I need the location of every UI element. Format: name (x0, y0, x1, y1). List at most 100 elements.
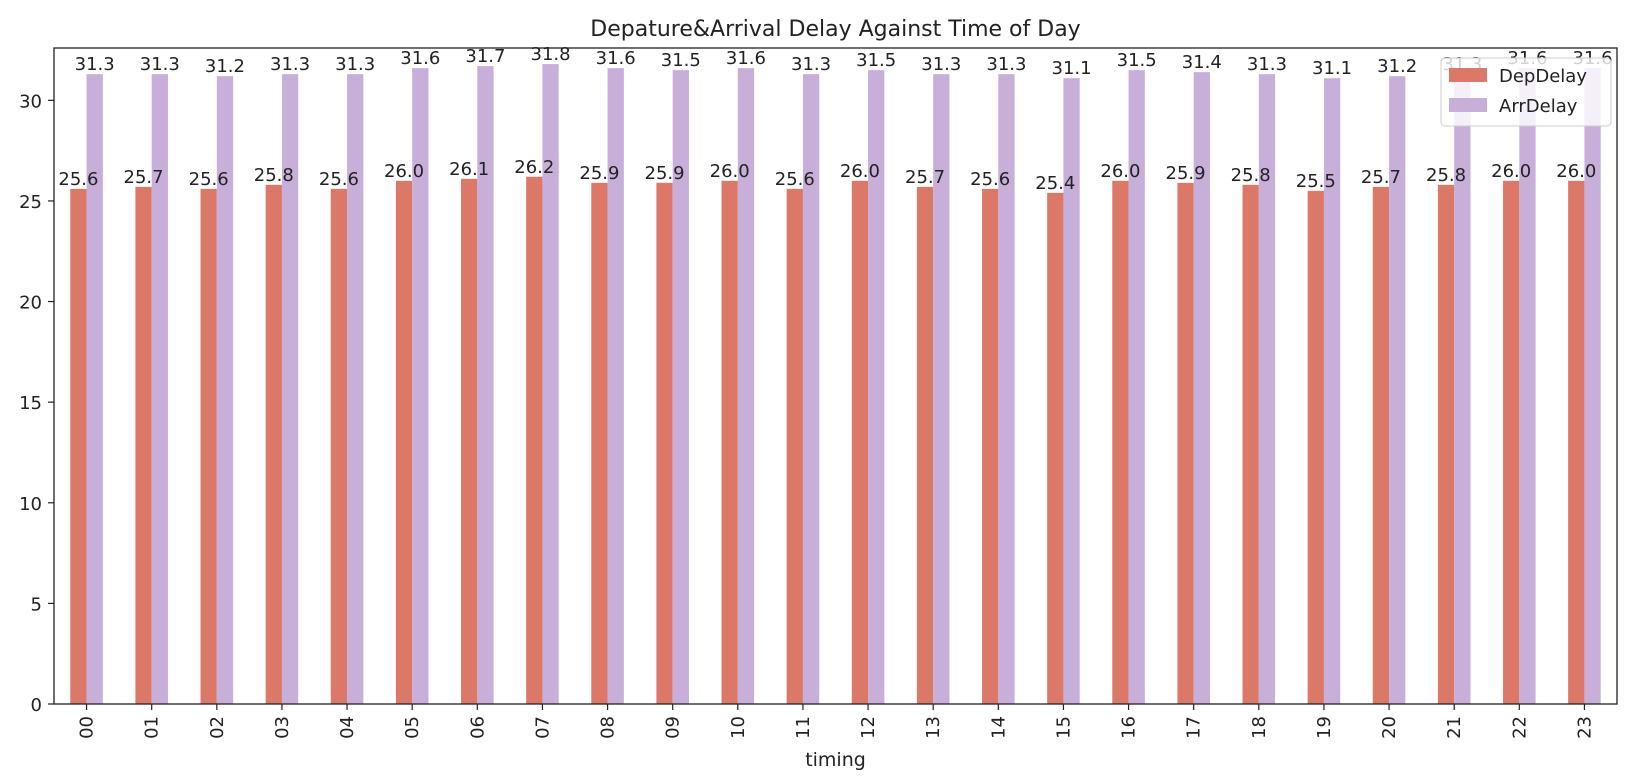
x-tick-label: 04 (337, 716, 358, 739)
bar-arrdelay-08 (607, 68, 624, 705)
bar-arrdelay-04 (347, 74, 364, 705)
bar-depdelay-04 (330, 188, 348, 705)
data-label-depdelay-06: 26.1 (449, 159, 489, 180)
x-tick-label: 23 (1574, 716, 1595, 739)
data-label-depdelay-05: 26.0 (384, 161, 424, 182)
bar-arrdelay-17 (1193, 72, 1210, 705)
data-label-depdelay-01: 25.7 (124, 167, 164, 188)
x-tick-label: 19 (1314, 716, 1335, 739)
bar-depdelay-06 (461, 178, 478, 704)
data-label-arrdelay-04: 31.3 (335, 54, 375, 75)
bar-depdelay-14 (982, 188, 999, 705)
bar-depdelay-01 (135, 186, 152, 704)
x-tick-label: 20 (1379, 716, 1400, 739)
bar-arrdelay-03 (281, 74, 299, 705)
bar-depdelay-22 (1503, 180, 1520, 704)
bar-arrdelay-00 (86, 74, 103, 705)
x-tick-label: 16 (1119, 716, 1140, 739)
plot-frame (53, 47, 1618, 705)
bar-arrdelay-13 (933, 74, 950, 705)
data-label-depdelay-02: 25.6 (189, 169, 229, 190)
x-tick-label: 08 (598, 716, 619, 739)
bar-arrdelay-18 (1258, 74, 1276, 705)
bar-depdelay-16 (1112, 180, 1129, 704)
bar-depdelay-11 (786, 188, 803, 705)
legend-label-arrdelay: ArrDelay (1499, 96, 1578, 117)
legend: DepDelay ArrDelay (1440, 57, 1612, 127)
bar-depdelay-23 (1568, 180, 1585, 704)
x-tick-label: 03 (272, 716, 293, 739)
data-label-depdelay-07: 26.2 (514, 157, 554, 178)
chart-title: Depature&Arrival Delay Against Time of D… (590, 17, 1080, 42)
bar-depdelay-21 (1437, 184, 1455, 704)
x-tick-label: 11 (793, 716, 814, 739)
x-tick-label: 15 (1053, 716, 1074, 739)
bar-depdelay-03 (265, 184, 282, 704)
x-tick-label: 00 (77, 716, 98, 739)
y-tick-label: 10 (19, 494, 42, 515)
bar-depdelay-12 (851, 180, 869, 704)
x-tick-label: 02 (207, 716, 228, 739)
bar-arrdelay-15 (1063, 78, 1080, 704)
data-label-depdelay-21: 25.8 (1426, 165, 1466, 186)
bar-arrdelay-06 (477, 66, 494, 705)
data-label-depdelay-04: 25.6 (319, 169, 359, 190)
legend-swatch-arrdelay (1449, 98, 1487, 112)
x-tick-label: 10 (728, 716, 749, 739)
x-tick-label: 21 (1444, 716, 1465, 739)
bar-depdelay-15 (1047, 192, 1064, 705)
data-label-depdelay-00: 25.6 (58, 169, 98, 190)
data-label-arrdelay-08: 31.6 (596, 48, 636, 69)
data-label-arrdelay-20: 31.2 (1377, 56, 1417, 77)
y-axis: 0 5 10 15 20 25 30 (19, 91, 54, 716)
data-label-arrdelay-06: 31.7 (465, 46, 505, 67)
bar-arrdelay-10 (737, 68, 755, 705)
bar-arrdelay-21 (1454, 74, 1471, 705)
bar-arrdelay-02 (216, 76, 234, 705)
data-label-depdelay-23: 26.0 (1556, 161, 1596, 182)
data-label-arrdelay-16: 31.5 (1117, 50, 1157, 71)
bar-arrdelay-22 (1519, 68, 1536, 705)
data-label-arrdelay-17: 31.4 (1182, 52, 1222, 73)
data-label-arrdelay-07: 31.8 (531, 44, 571, 65)
bar-depdelay-17 (1177, 182, 1194, 704)
bar-arrdelay-14 (998, 74, 1015, 705)
data-label-depdelay-15: 25.4 (1035, 173, 1075, 194)
data-label-arrdelay-11: 31.3 (791, 54, 831, 75)
y-tick-label: 30 (19, 91, 42, 112)
data-label-arrdelay-14: 31.3 (986, 54, 1026, 75)
bar-depdelay-00 (70, 188, 87, 705)
x-tick-label: 14 (988, 716, 1009, 739)
data-label-arrdelay-09: 31.5 (661, 50, 701, 71)
legend-swatch-depdelay (1449, 68, 1487, 82)
data-label-arrdelay-02: 31.2 (205, 56, 245, 77)
bar-arrdelay-01 (151, 74, 168, 705)
legend-label-depdelay: DepDelay (1499, 66, 1587, 87)
bar-arrdelay-07 (542, 64, 559, 705)
x-tick-label: 17 (1184, 716, 1205, 739)
x-tick-label: 09 (663, 716, 684, 739)
data-label-depdelay-14: 25.6 (970, 169, 1010, 190)
data-label-arrdelay-03: 31.3 (270, 54, 310, 75)
bar-depdelay-13 (916, 186, 934, 704)
bar-depdelay-20 (1372, 186, 1390, 704)
bar-depdelay-10 (721, 180, 738, 704)
bar-arrdelay-20 (1389, 76, 1406, 705)
x-axis: 00 01 02 03 04 05 06 07 08 09 10 11 12 13 14 15 16 17 18 19… (77, 704, 1595, 739)
y-tick-label: 5 (31, 594, 42, 615)
data-label-depdelay-08: 25.9 (579, 163, 619, 184)
y-tick-label: 25 (19, 192, 42, 213)
data-label-arrdelay-19: 31.1 (1312, 58, 1352, 79)
x-tick-label: 05 (402, 716, 423, 739)
data-label-arrdelay-13: 31.3 (921, 54, 961, 75)
x-tick-label: 13 (923, 716, 944, 739)
bar-arrdelay-11 (802, 74, 820, 705)
data-label-depdelay-16: 26.0 (1100, 161, 1140, 182)
bar-arrdelay-19 (1323, 78, 1341, 704)
bar-arrdelay-16 (1128, 70, 1145, 705)
x-tick-label: 18 (1249, 716, 1270, 739)
data-label-arrdelay-00: 31.3 (75, 54, 115, 75)
data-label-depdelay-18: 25.8 (1231, 165, 1271, 186)
bar-depdelay-09 (656, 182, 673, 704)
